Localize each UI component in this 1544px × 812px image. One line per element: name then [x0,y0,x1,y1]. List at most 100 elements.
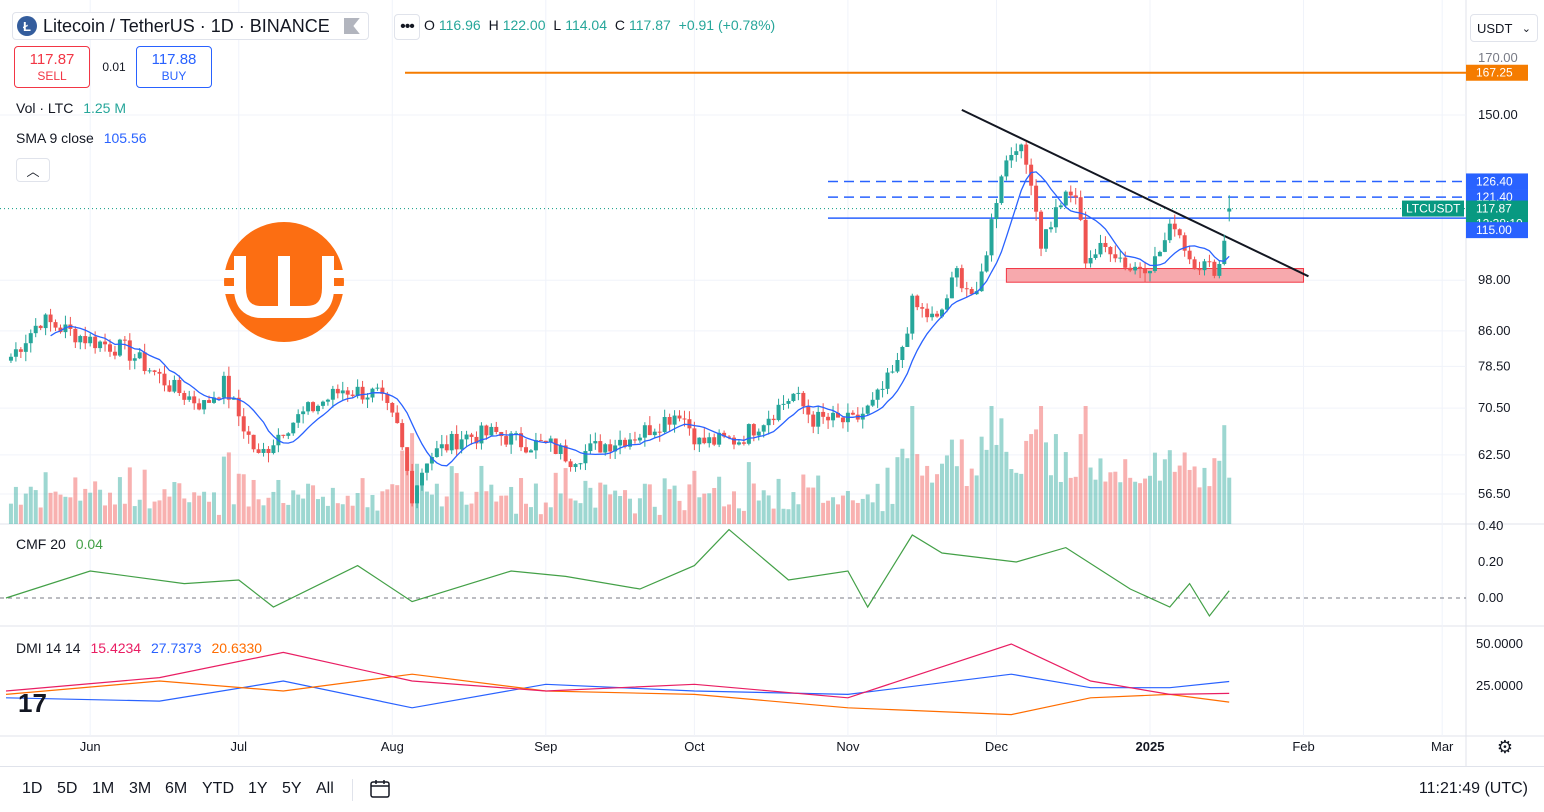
volume-bar [583,480,588,524]
candle-body [1019,144,1024,152]
volume-bar [207,501,212,524]
volume-bar [132,506,137,524]
range-all[interactable]: All [316,780,334,797]
volume-legend[interactable]: Vol · LTC 1.25 M [16,100,126,116]
volume-bar [895,457,900,524]
dmi-minus-value: 27.7373 [150,640,202,656]
volume-bar [1048,475,1053,524]
candle-body [920,307,925,309]
cmf-legend[interactable]: CMF 20 0.04 [16,536,103,552]
dmi-legend[interactable]: DMI 14 14 15.4234 27.7373 20.6330 [16,640,262,656]
candle-body [717,432,722,445]
volume-bar [826,500,831,524]
range-ytd[interactable]: YTD [202,780,234,797]
candle-body [677,415,682,419]
volume-bar [865,494,870,524]
buy-button[interactable]: 117.88 BUY [136,46,212,88]
currency-select[interactable]: USDT ⌄ [1470,14,1538,42]
volume-bar [989,406,994,524]
sell-price: 117.87 [29,51,75,68]
volume-bar [925,465,930,524]
volume-bar [959,439,964,524]
candle-body [162,373,167,386]
range-1y[interactable]: 1Y [248,780,268,797]
candle-body [791,393,796,402]
range-1m[interactable]: 1M [92,780,115,797]
candle-body [801,392,806,407]
range-5d[interactable]: 5D [57,780,78,797]
volume-bar [469,503,474,524]
volume-bar [291,490,296,524]
price-tick-label: 62.50 [1478,447,1511,462]
candle-body [900,346,905,361]
volume-bar [167,496,172,524]
volume-bar [281,503,286,524]
volume-bar [736,508,741,524]
price-tag-label: 117.87 [1476,202,1512,216]
candle-body [439,444,444,449]
range-6m[interactable]: 6M [165,780,188,797]
logo-bar [218,270,238,278]
price-tick-label: 70.50 [1478,400,1511,415]
candle-body [479,425,484,444]
volume-bar [905,458,910,524]
range-1d[interactable]: 1D [22,780,43,797]
volume-bar [1143,478,1148,524]
candle-body [18,349,23,352]
volume-bar [1044,442,1048,524]
volume-bar [390,484,395,524]
volume-bar [1207,486,1212,524]
volume-bar [528,507,533,524]
volume-bar [697,497,702,524]
sma-legend[interactable]: SMA 9 close 105.56 [16,130,147,146]
candle-body [93,336,98,349]
candle-body [850,412,855,415]
volume-bar [647,484,652,524]
volume-bar [256,499,261,524]
volume-bar [687,484,692,524]
candle-body [182,392,187,400]
volume-bars [8,406,1232,524]
candle-body [1167,223,1172,241]
candle-body [112,351,117,356]
volume-bar [504,495,509,524]
dmi-plus-value: 15.4234 [90,640,142,656]
volume-bar [920,475,925,524]
candle-body [88,336,93,344]
volume-bar [578,503,583,524]
volume-bar [370,494,375,524]
candle-body [241,416,246,432]
volume-bar [122,503,127,524]
volume-bar [766,495,771,524]
volume-bar [514,513,519,524]
volume-bar [335,503,340,524]
more-icon[interactable]: ••• [394,14,420,40]
candle-body [1103,242,1108,248]
volume-bar [43,472,48,524]
time-tick-label: 2025 [1136,739,1165,754]
flag-icon[interactable] [343,18,360,34]
volume-bar [563,468,568,524]
sma-value: 105.56 [103,130,147,146]
candle-body [796,392,801,394]
candle-body [776,404,781,421]
candle-body [1133,266,1138,271]
chevron-up-icon[interactable]: ︿ [16,158,50,182]
volume-bar [608,494,613,524]
candle-body [340,390,345,394]
candle-body [375,387,380,389]
candle-body [1222,240,1227,264]
gear-icon[interactable]: ⚙ [1496,736,1514,757]
symbol-header[interactable]: Ł Litecoin / TetherUS · 1D · BINANCE [12,12,369,40]
volume-bar [197,495,202,524]
volume-bar [33,490,38,524]
range-5y[interactable]: 5Y [282,780,302,797]
compare-icon[interactable] [368,777,392,806]
sell-button[interactable]: 117.87 SELL [14,46,90,88]
volume-bar [598,482,603,524]
volume-bar [93,481,98,524]
range-3m[interactable]: 3M [129,780,152,797]
horizontal-levels[interactable] [0,71,1466,283]
clock: 11:21:49 (UTC) [1418,780,1528,797]
